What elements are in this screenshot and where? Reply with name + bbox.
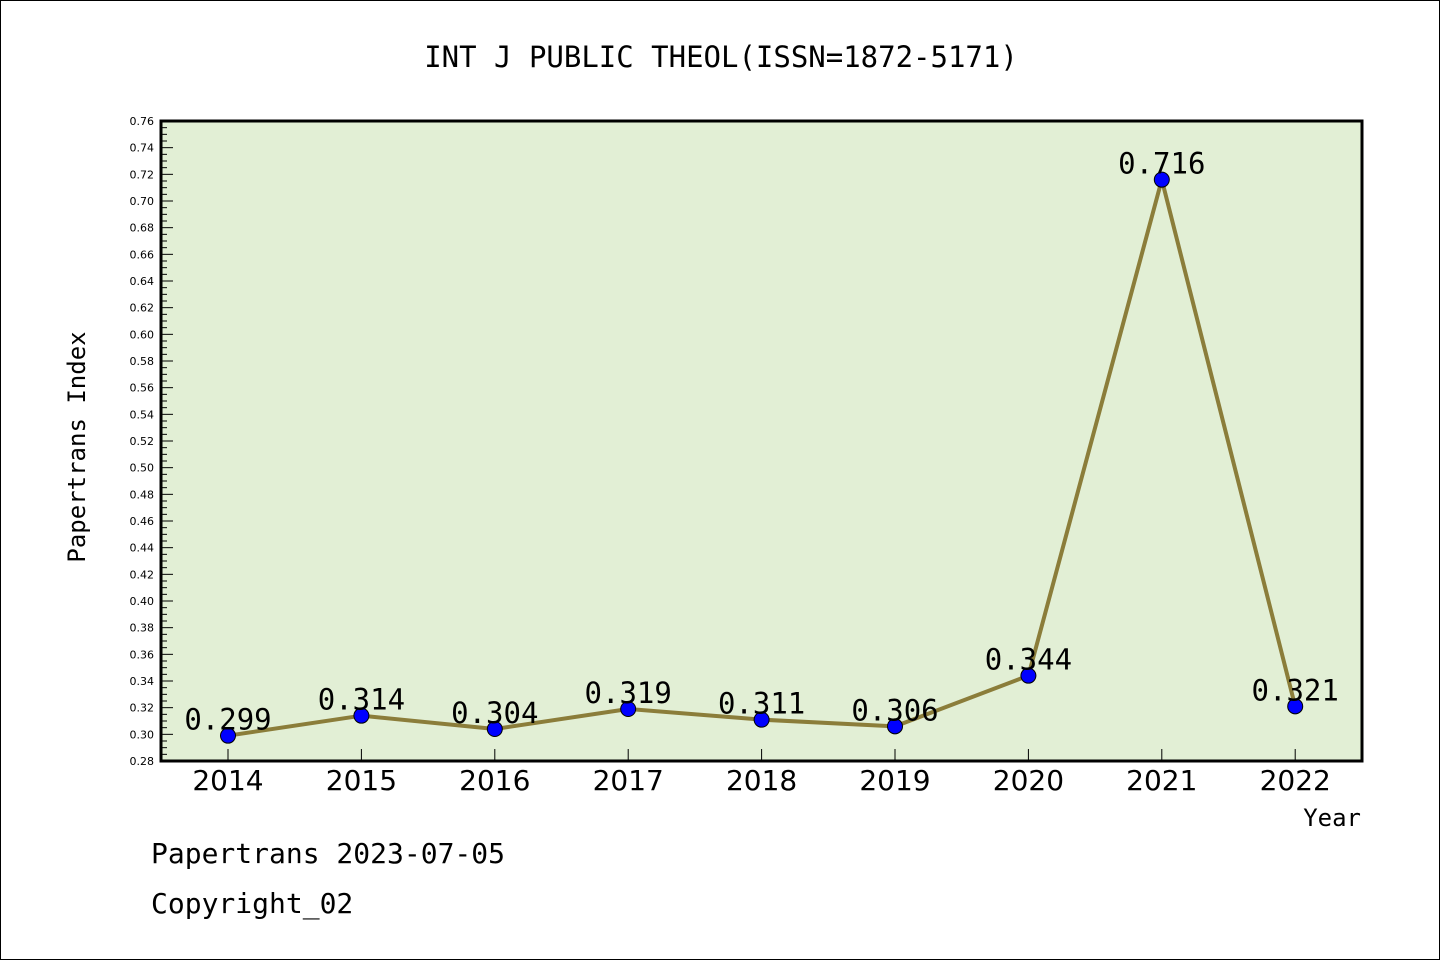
data-labels: 0.299 0.314 0.304 0.319 0.311 0.306 0.344 0.716… xyxy=(184,147,1339,737)
y-tick-label: 0.56 xyxy=(130,382,155,395)
x-tick-label: 2019 xyxy=(859,764,930,797)
data-label: 0.716 xyxy=(1118,147,1205,181)
data-point xyxy=(1153,171,1170,188)
x-tick-label: 2016 xyxy=(459,764,530,797)
y-tick-label: 0.40 xyxy=(130,595,155,608)
data-label: 0.344 xyxy=(985,643,1072,677)
data-point xyxy=(887,718,903,735)
y-tick-label: 0.66 xyxy=(130,248,155,261)
y-tick-label: 0.68 xyxy=(130,222,155,235)
data-point xyxy=(486,721,503,737)
x-tick-label: 2015 xyxy=(326,764,397,797)
x-tick-label: 2022 xyxy=(1260,764,1331,797)
y-axis-label: Papertrans Index xyxy=(63,331,91,562)
y-tick-label: 0.48 xyxy=(130,488,155,501)
y-tick-label: 0.34 xyxy=(130,675,155,688)
data-label: 0.321 xyxy=(1252,673,1339,707)
y-tick-label: 0.44 xyxy=(130,542,155,555)
data-point xyxy=(753,711,770,728)
data-point xyxy=(1020,667,1037,684)
x-tick-label: 2018 xyxy=(726,764,797,797)
footer-copyright: Copyright_02 xyxy=(151,887,354,920)
chart-title: INT J PUBLIC THEOL(ISSN=1872-5171) xyxy=(424,40,1018,74)
y-tick-label: 0.28 xyxy=(130,755,155,768)
x-tick-label: 2021 xyxy=(1126,764,1197,797)
plot-area xyxy=(161,121,1362,761)
y-tick-label: 0.76 xyxy=(130,115,155,128)
data-label: 0.299 xyxy=(184,703,271,737)
y-tick-label: 0.50 xyxy=(130,462,155,475)
y-tick-label: 0.72 xyxy=(130,168,155,181)
data-label: 0.314 xyxy=(318,683,405,717)
plot-border xyxy=(159,119,1364,763)
data-point xyxy=(1287,698,1304,715)
y-tick-label: 0.74 xyxy=(130,142,155,155)
y-tick-label: 0.46 xyxy=(130,515,155,528)
data-label: 0.319 xyxy=(585,676,672,710)
footer-date: Papertrans 2023-07-05 xyxy=(151,837,506,870)
y-tick-label: 0.54 xyxy=(130,408,155,421)
y-axis-ticks: 0.28 0.30 0.32 0.34 0.36 0.38 0.40 0.42 0.44 0.46… xyxy=(130,115,173,768)
y-tick-label: 0.36 xyxy=(130,648,155,661)
x-tick-label: 2017 xyxy=(593,764,664,797)
y-tick-label: 0.64 xyxy=(130,275,155,288)
data-markers xyxy=(220,171,1304,744)
x-axis-label: Year xyxy=(1303,804,1361,832)
data-point xyxy=(220,727,236,744)
data-label: 0.306 xyxy=(851,693,938,727)
y-tick-label: 0.70 xyxy=(130,195,155,208)
x-tick-label: 2020 xyxy=(993,764,1064,797)
y-tick-label: 0.62 xyxy=(130,302,155,315)
y-tick-label: 0.38 xyxy=(130,622,155,635)
data-point xyxy=(353,707,370,724)
y-tick-label: 0.30 xyxy=(130,728,155,741)
y-tick-label: 0.58 xyxy=(130,355,155,368)
data-label: 0.311 xyxy=(718,687,805,721)
y-tick-label: 0.42 xyxy=(130,568,155,581)
data-label: 0.304 xyxy=(451,696,538,730)
x-axis-ticks: 2014 2015 2016 2017 2018 2019 2020 2021 2022 xyxy=(192,749,1331,797)
y-tick-label: 0.52 xyxy=(130,435,155,448)
y-tick-label: 0.60 xyxy=(130,328,155,341)
y-tick-label: 0.32 xyxy=(130,702,155,715)
data-point xyxy=(620,701,637,717)
x-tick-label: 2014 xyxy=(192,764,263,797)
